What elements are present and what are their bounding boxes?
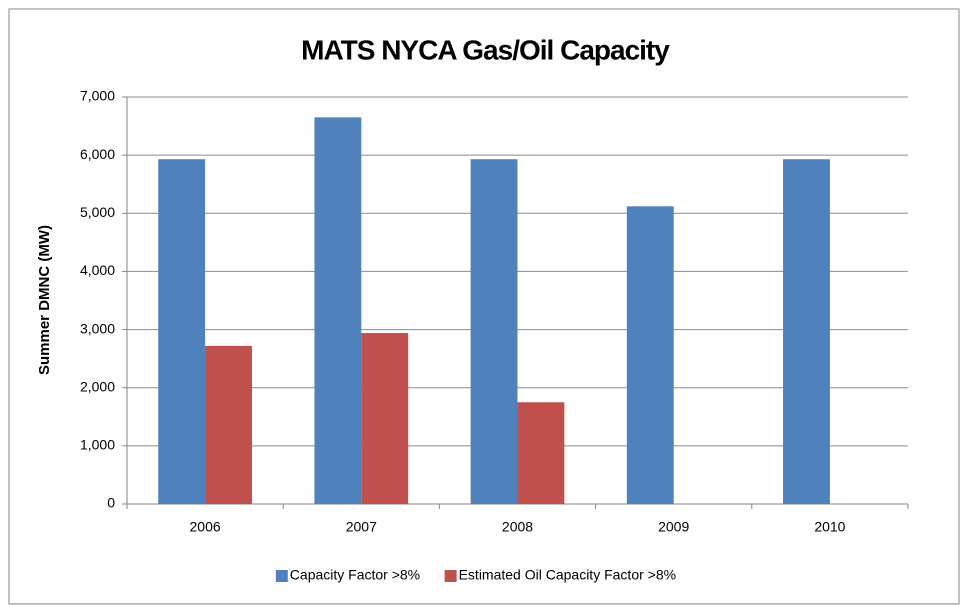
bar: [517, 402, 565, 504]
legend-swatch: [444, 570, 457, 582]
y-tick-label: 3,000: [80, 320, 115, 336]
x-tick-label: 2006: [190, 519, 221, 535]
y-tick-label: 0: [107, 495, 115, 511]
y-tick-label: 7,000: [80, 88, 115, 104]
bar: [314, 117, 362, 504]
y-tick-label: 6,000: [80, 146, 115, 162]
bar: [361, 333, 409, 504]
chart-title: MATS NYCA Gas/Oil Capacity: [301, 34, 670, 65]
legend-swatch: [275, 570, 288, 582]
legend-label: Estimated Oil Capacity Factor >8%: [459, 567, 676, 583]
legend-label: Capacity Factor >8%: [290, 567, 420, 583]
bar: [470, 159, 518, 504]
y-tick-label: 1,000: [80, 437, 115, 453]
y-axis-label: Summer DMNC (MW): [36, 225, 53, 375]
y-tick-label: 2,000: [80, 378, 115, 394]
bar: [158, 159, 206, 504]
x-tick-label: 2007: [346, 519, 377, 535]
bar: [783, 159, 830, 504]
x-tick-label: 2009: [658, 519, 689, 535]
y-tick-label: 5,000: [80, 204, 115, 220]
bar: [205, 345, 252, 504]
x-tick-label: 2008: [502, 519, 533, 535]
bar: [626, 206, 674, 504]
x-tick-label: 2010: [814, 519, 845, 535]
y-tick-label: 4,000: [80, 262, 115, 278]
